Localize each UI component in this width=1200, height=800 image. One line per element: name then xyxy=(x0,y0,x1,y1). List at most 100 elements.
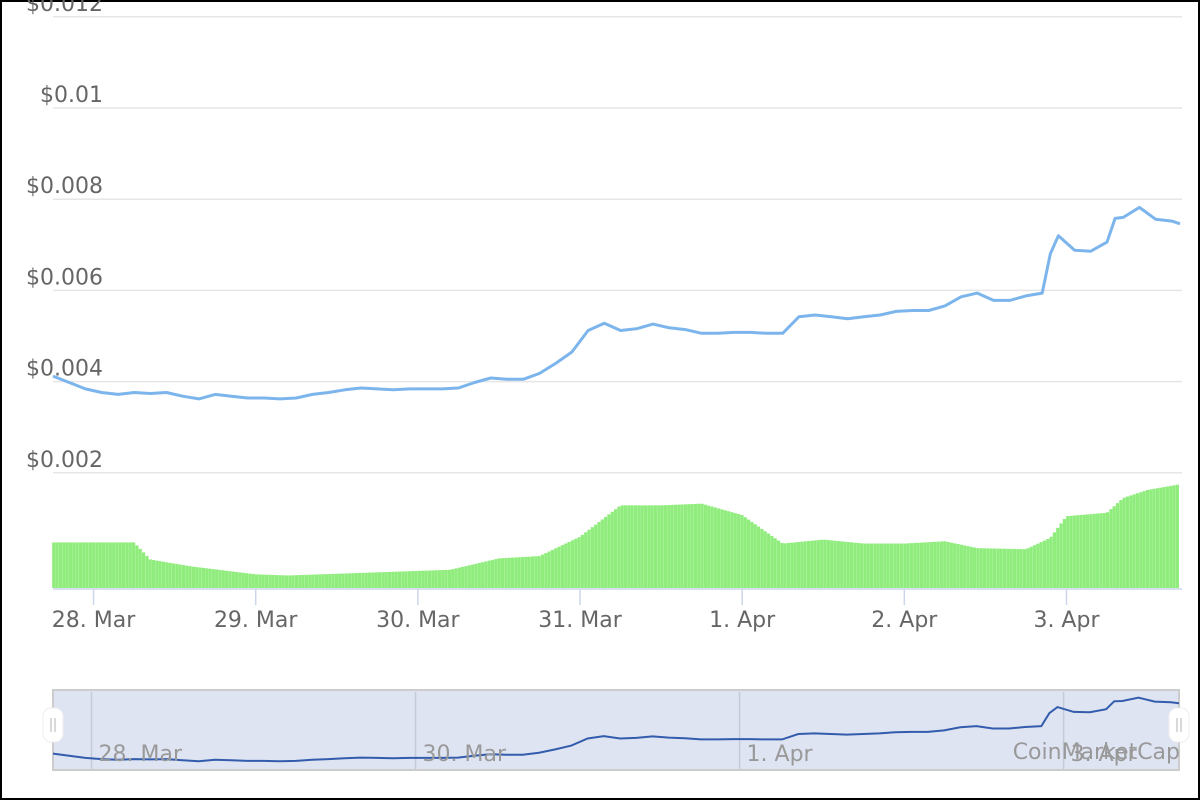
volume-bar xyxy=(1169,485,1173,588)
navigator[interactable]: 28. Mar 30. Mar 1. Apr 3. Apr xyxy=(42,689,1190,771)
volume-bar xyxy=(790,542,794,588)
volume-bar xyxy=(574,538,578,588)
volume-bar xyxy=(1149,489,1153,588)
volume-bar xyxy=(500,558,505,588)
navigator-selection[interactable] xyxy=(52,689,1180,771)
volume-bar xyxy=(623,505,628,588)
volume-bar xyxy=(693,503,697,588)
volume-bar xyxy=(547,551,551,588)
volume-bar xyxy=(62,542,66,588)
volume-bar xyxy=(856,542,860,588)
volume-bar xyxy=(813,540,817,588)
volume-bar xyxy=(201,567,206,588)
volume-bar xyxy=(1069,515,1073,588)
navigator-right-handle[interactable] xyxy=(1168,707,1190,743)
volume-bar xyxy=(1029,546,1033,588)
volume-bar xyxy=(567,541,571,588)
volume-bar xyxy=(1109,509,1113,588)
y-tick-label: $0.012 xyxy=(26,0,103,17)
volume-bar xyxy=(1155,488,1160,588)
volume-bar xyxy=(727,511,731,588)
volume-bar xyxy=(707,505,711,588)
volume-bar xyxy=(1042,540,1047,588)
volume-bar xyxy=(1012,548,1017,588)
volume-bar xyxy=(261,574,265,588)
volume-bar xyxy=(590,527,594,588)
volume-bar xyxy=(451,569,455,588)
volume-bar xyxy=(211,569,215,588)
volume-bar xyxy=(916,542,920,588)
volume-bar xyxy=(640,505,644,588)
volume-bar xyxy=(441,570,445,588)
volume-bar xyxy=(434,570,438,588)
gridlines xyxy=(53,16,1182,474)
volume-bar xyxy=(737,514,741,588)
volume-bar xyxy=(284,575,289,588)
volume-bar xyxy=(122,542,126,588)
volume-bar xyxy=(1049,536,1053,588)
volume-bar xyxy=(354,573,358,588)
volume-bar xyxy=(979,548,983,588)
volume-bar xyxy=(1139,492,1143,588)
volume-bar xyxy=(730,512,734,588)
volume-bar xyxy=(348,573,352,588)
navigator-left-handle[interactable] xyxy=(42,707,64,743)
volume-bar xyxy=(577,537,581,588)
volume-bar xyxy=(524,556,528,588)
volume-bar xyxy=(254,574,259,588)
x-tick-label: 2. Apr xyxy=(871,608,938,633)
volume-bar xyxy=(421,570,425,588)
volume-bar xyxy=(141,552,146,588)
volume-bar xyxy=(667,505,671,588)
volume-bar xyxy=(484,561,488,588)
volume-bar xyxy=(1072,515,1076,588)
volume-bar xyxy=(720,509,724,588)
volume-bar xyxy=(351,573,355,588)
volume-bar xyxy=(816,540,820,588)
y-tick-label: $0.002 xyxy=(26,448,103,473)
volume-bar xyxy=(1006,548,1010,588)
volume-bar xyxy=(633,505,638,588)
volume-bar xyxy=(617,506,621,588)
volume-bar xyxy=(138,548,142,588)
volume-bar xyxy=(461,566,465,588)
volume-bar xyxy=(268,574,272,588)
volume-bar xyxy=(650,505,654,588)
volume-bar xyxy=(770,535,774,588)
volume-bar xyxy=(677,504,681,588)
x-axis: 28. Mar 29. Mar 30. Mar 31. Mar 1. Apr 2. Apr… xyxy=(52,589,1100,633)
volume-bar xyxy=(919,542,924,588)
volume-bar xyxy=(939,541,943,588)
volume-bar xyxy=(251,574,255,588)
volume-bar xyxy=(823,539,827,588)
volume-bar xyxy=(913,542,917,588)
volume-bar xyxy=(1162,487,1166,588)
volume-bar xyxy=(437,570,442,588)
volume-bar xyxy=(218,569,222,588)
volume-bar xyxy=(514,557,518,588)
volume-bar xyxy=(318,574,322,588)
volume-bar xyxy=(221,570,225,588)
x-tick-label: 29. Mar xyxy=(214,608,298,633)
volume-bar xyxy=(883,543,887,588)
volume-bar xyxy=(477,562,481,588)
volume-bar xyxy=(653,505,658,588)
volume-bar xyxy=(1089,514,1093,588)
volume-bar xyxy=(258,574,262,588)
volume-bar xyxy=(1026,548,1030,588)
volume-bar xyxy=(673,504,678,588)
volume-bar xyxy=(1165,486,1170,588)
volume-bar xyxy=(457,567,461,588)
volume-bar xyxy=(454,568,458,588)
volume-bar xyxy=(527,556,531,588)
volume-bar xyxy=(584,532,588,588)
volume-bar xyxy=(88,542,92,588)
volume-bar xyxy=(1046,539,1050,588)
volume-bar xyxy=(75,542,79,588)
volume-bar xyxy=(165,562,169,588)
volume-bar xyxy=(620,505,624,588)
volume-bar xyxy=(314,574,319,588)
volume-bar xyxy=(843,541,847,588)
volume-bar xyxy=(966,546,970,588)
